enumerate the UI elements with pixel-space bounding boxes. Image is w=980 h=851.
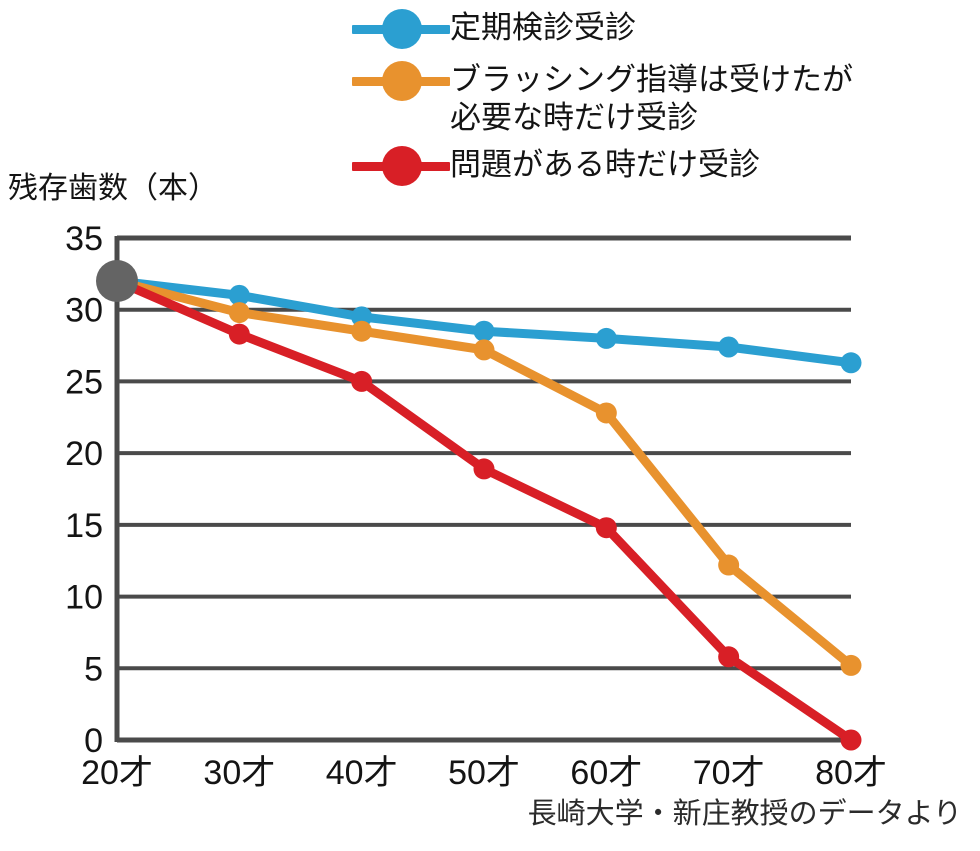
legend-label-1: ブラッシング指導は受けたが 必要な時だけ受診	[450, 62, 853, 135]
data-point-2-2	[351, 370, 373, 392]
data-point-1-3	[473, 339, 495, 361]
x-tick-label-0: 20才	[81, 754, 153, 792]
y-tick-label-20: 20	[65, 435, 103, 473]
data-point-0-4	[595, 327, 617, 349]
origin-marker-icon	[96, 260, 138, 303]
x-tick-label-6: 80才	[815, 754, 887, 792]
legend-item-problem-only: 問題がある時だけ受診	[352, 143, 952, 189]
x-tick-label-4: 60才	[570, 754, 642, 792]
y-axis-title: 残存歯数（本）	[8, 172, 218, 205]
source-note: 長崎大学・新庄教授のデータより	[527, 798, 962, 830]
y-tick-label-15: 15	[65, 507, 103, 545]
legend-label-0: 定期検診受診	[450, 10, 636, 45]
y-tick-label-0: 0	[84, 722, 103, 760]
y-tick-label-25: 25	[65, 363, 103, 401]
data-point-0-3	[473, 320, 495, 342]
data-point-0-1	[228, 284, 250, 306]
y-tick-label-30: 30	[65, 292, 103, 330]
data-point-1-5	[718, 554, 740, 576]
legend-item-regular-checkup: 定期検診受診	[352, 6, 952, 52]
x-tick-label-1: 30才	[203, 754, 275, 792]
y-tick-labels: 0 5 10 15 20 25 30 35	[65, 220, 103, 760]
x-tick-labels: 20才 30才 40才 50才 60才 70才 80才	[81, 754, 887, 792]
data-point-0-6	[840, 352, 862, 374]
legend-marker-orange-icon	[352, 58, 450, 104]
data-point-0-5	[718, 336, 740, 358]
legend-marker-red-icon	[352, 143, 450, 189]
legend-label-2: 問題がある時だけ受診	[450, 147, 760, 182]
x-tick-label-2: 40才	[326, 754, 398, 792]
x-tick-label-3: 50才	[448, 754, 520, 792]
gridlines	[117, 235, 851, 743]
data-point-2-5	[718, 646, 740, 668]
legend-item-brushing-guidance: ブラッシング指導は受けたが 必要な時だけ受診	[352, 58, 952, 137]
legend-marker-blue-icon	[352, 6, 450, 52]
data-point-1-1	[228, 302, 250, 324]
data-point-2-6	[840, 729, 862, 751]
data-point-2-1	[228, 323, 250, 345]
chart-legend: 定期検診受診 ブラッシング指導は受けたが 必要な時だけ受診 問題がある時だけ受診	[352, 6, 952, 195]
origin-marker-dot	[96, 260, 138, 303]
y-tick-label-35: 35	[65, 220, 103, 258]
y-tick-label-5: 5	[84, 650, 103, 688]
data-point-1-2	[351, 320, 373, 342]
data-point-1-4	[595, 402, 617, 424]
data-point-1-6	[840, 654, 862, 676]
y-tick-label-10: 10	[65, 579, 103, 617]
x-tick-label-5: 70才	[693, 754, 765, 792]
data-point-2-3	[473, 458, 495, 480]
data-point-2-4	[595, 517, 617, 539]
series-points	[228, 284, 862, 751]
